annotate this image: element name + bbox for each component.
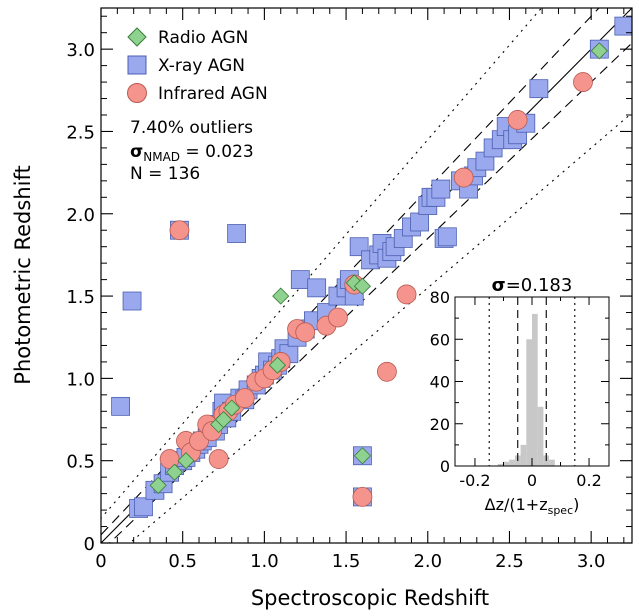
- histogram-reference-lines: [488, 297, 576, 466]
- histogram-bar: [497, 463, 504, 466]
- y-tick-label: 2.5: [66, 122, 95, 143]
- xray-agn-point: [111, 396, 131, 416]
- x-tick-label: 2.0: [413, 551, 442, 572]
- x-tick-label: 1.0: [250, 551, 279, 572]
- outlier-fraction: 7.40% outliers: [130, 118, 253, 138]
- histogram-bar: [520, 444, 527, 466]
- xray-agn-point: [227, 224, 247, 243]
- histogram-bar: [549, 459, 555, 466]
- x-tick-label: 1.5: [332, 551, 361, 572]
- histogram-bar: [532, 313, 538, 466]
- x-tick-label: 2.5: [495, 551, 524, 572]
- radio-agn-point: [177, 452, 195, 470]
- infrared-agn-point: [208, 449, 229, 469]
- xray-agn-point: [307, 278, 327, 298]
- xray-agn-point: [122, 291, 142, 311]
- xray-agn-point: [437, 227, 457, 247]
- y-tick-label: 2.0: [66, 205, 95, 226]
- legend-diamond-icon: [127, 27, 147, 47]
- radio-agn-point: [353, 447, 371, 465]
- xray-agn-point: [431, 179, 451, 199]
- legend-circle-icon: [127, 83, 147, 103]
- hist-x-tick-label: 0: [527, 471, 537, 490]
- infrared-agn-point: [234, 388, 255, 409]
- y-tick-label: 0: [84, 534, 95, 555]
- upper-outlier-line: [101, 8, 543, 520]
- xray-agn-point: [529, 79, 549, 99]
- x-axis-label: Spectroscopic Redshift: [251, 586, 489, 610]
- stats-block: 7.40% outliers σNMAD = 0.023 N = 136: [130, 118, 254, 184]
- hist-y-tick-label: 60: [430, 330, 450, 349]
- hist-x-tick-label: 0.2: [576, 471, 601, 490]
- hist-y-tick-label: 0: [440, 457, 450, 476]
- hist-y-tick-label: 80: [430, 288, 450, 307]
- y-tick-label: 3.0: [66, 40, 95, 61]
- radio-agn-point: [272, 287, 290, 305]
- legend-item-radio: Radio AGN: [127, 27, 248, 48]
- histogram-bar: [537, 406, 544, 466]
- lower-sigma-line: [108, 42, 632, 543]
- x-tick-label: 0.5: [168, 551, 197, 572]
- radio-agn-point: [214, 410, 233, 429]
- infrared-agn-point: [453, 167, 474, 188]
- y-tick-label: 0.5: [66, 452, 95, 473]
- histogram-title: σ=0.183: [492, 275, 573, 296]
- xray-agn-point: [614, 16, 632, 36]
- y-tick-label: 1.0: [66, 369, 95, 390]
- infrared-agn-point: [377, 361, 397, 382]
- main-axis-ticks: 000.50.51.01.01.51.52.02.02.52.53.03.0: [66, 8, 632, 572]
- histogram-bar: [509, 459, 515, 466]
- hist-y-tick-label: 20: [430, 415, 450, 434]
- radio-agn-point: [268, 356, 287, 374]
- y-tick-label: 1.5: [66, 287, 95, 308]
- infrared-agn-point: [328, 307, 348, 328]
- legend-item-infrared: Infrared AGN: [127, 83, 268, 104]
- radio-agn-point: [223, 399, 241, 417]
- histogram-x-label: Δz/(1+zspec): [485, 495, 580, 517]
- x-tick-label: 0: [95, 551, 106, 572]
- sigma-nmad: σNMAD = 0.023: [130, 142, 254, 164]
- y-axis-label: Photometric Redshift: [11, 165, 35, 384]
- hist-y-tick-label: 40: [430, 373, 450, 392]
- hist-x-tick-label: -0.2: [459, 471, 490, 490]
- infrared-agn-point: [169, 220, 190, 241]
- infrared-agn-point: [507, 110, 528, 130]
- inset-histogram: -0.2 0 0.2 0 20 40 60 80 σ=0.183 Δz/(1+zspec): [430, 275, 610, 517]
- plot-frame: [100, 7, 633, 544]
- legend-label-xray: X-ray AGN: [158, 56, 245, 76]
- legend-label-radio: Radio AGN: [158, 28, 248, 48]
- legend-square-icon: [127, 55, 147, 75]
- data-points: [111, 16, 632, 518]
- radio-agn-point: [590, 42, 608, 60]
- histogram-bar: [526, 339, 532, 466]
- radio-agn-point: [165, 463, 184, 481]
- infrared-agn-point: [396, 284, 417, 305]
- xray-agn-point: [410, 212, 430, 232]
- legend: Radio AGN X-ray AGN Infrared AGN: [127, 27, 268, 104]
- xray-agn-point: [290, 270, 310, 290]
- xray-agn-point: [134, 497, 153, 517]
- legend-item-xray: X-ray AGN: [127, 55, 245, 76]
- infrared-agn-point: [352, 487, 373, 507]
- infrared-agn-point: [573, 72, 593, 92]
- radio-agn-point: [149, 476, 167, 494]
- radio-agn-point: [353, 277, 371, 295]
- legend-label-infrared: Infrared AGN: [158, 84, 268, 104]
- histogram-bar: [503, 461, 510, 466]
- infrared-agn-point: [295, 322, 316, 343]
- histogram-axis-ticks: -0.2 0 0.2 0 20 40 60 80: [430, 288, 609, 490]
- x-tick-label: 3.0: [577, 551, 606, 572]
- sample-size: N = 136: [130, 164, 200, 184]
